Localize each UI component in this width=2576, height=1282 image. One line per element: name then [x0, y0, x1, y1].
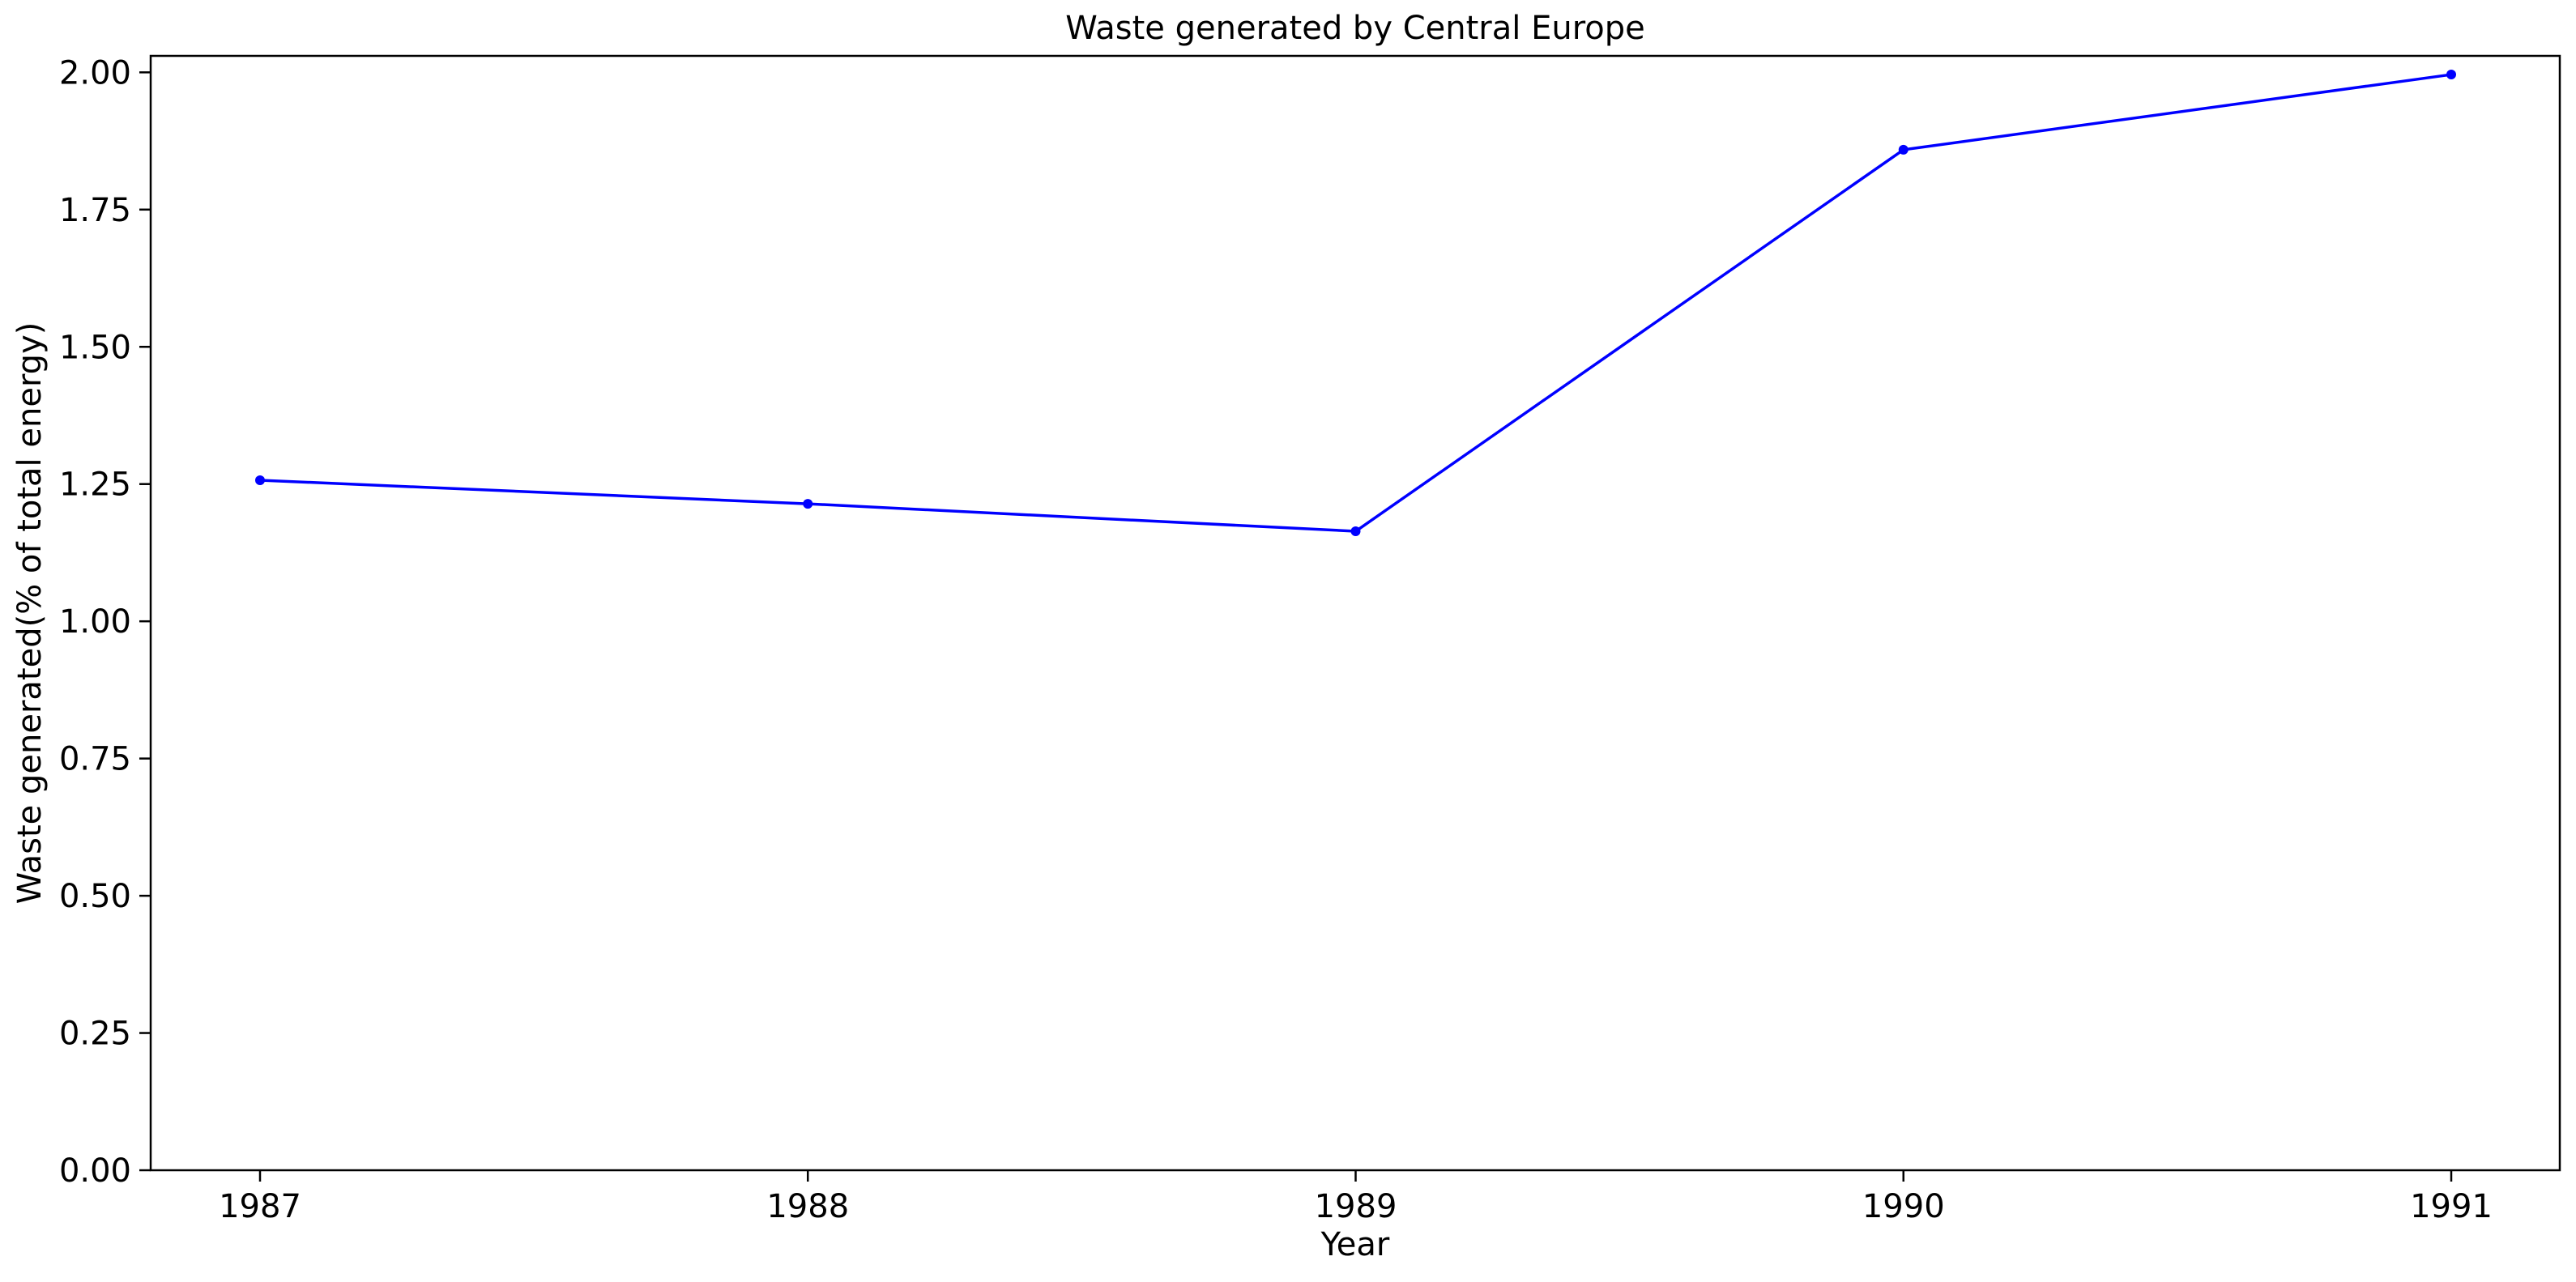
y-axis-label: Waste generated(% of total energy) [11, 322, 49, 905]
y-tick-label: 1.50 [59, 329, 131, 366]
data-point [1898, 144, 1909, 155]
y-axis: 0.00 0.25 0.50 0.75 1.00 1.25 1.50 1.75 2.00 [59, 54, 151, 1190]
y-tick-label: 1.00 [59, 603, 131, 641]
y-tick-label: 0.75 [59, 741, 131, 778]
plot-area [149, 54, 2561, 1172]
y-tick-label: 1.25 [59, 466, 131, 504]
y-tick-label: 2.00 [59, 54, 131, 92]
y-tick-label: 0.50 [59, 878, 131, 915]
y-tick-label: 0.00 [59, 1152, 131, 1190]
chart-title: Waste generated by Central Europe [1065, 10, 1644, 47]
x-tick-label: 1988 [766, 1188, 849, 1225]
x-tick-label: 1987 [219, 1188, 301, 1225]
x-tick-label: 1991 [2410, 1188, 2493, 1225]
data-point [255, 475, 265, 485]
data-point [1350, 526, 1361, 537]
y-tick-label: 0.25 [59, 1016, 131, 1053]
series-layer [255, 70, 2456, 537]
data-point [803, 499, 813, 509]
y-tick-label: 1.75 [59, 192, 131, 229]
x-axis-label: Year [1320, 1226, 1390, 1263]
x-tick-label: 1989 [1315, 1188, 1397, 1225]
x-axis: 1987 1988 1989 1990 1991 [219, 1170, 2493, 1225]
data-point [2446, 70, 2456, 80]
x-tick-label: 1990 [1862, 1188, 1945, 1225]
